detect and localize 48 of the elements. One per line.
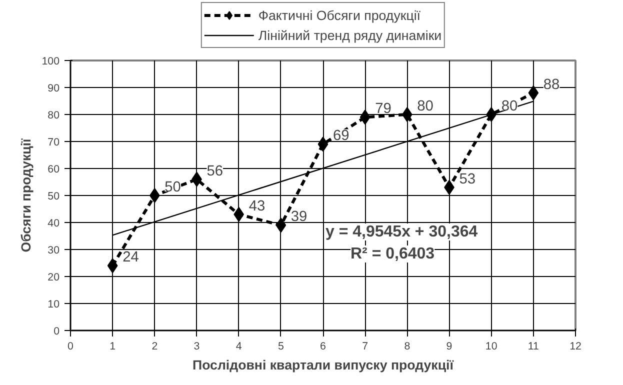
y-tick-label: 90 bbox=[48, 82, 60, 94]
y-tick-label: 30 bbox=[48, 244, 60, 256]
x-tick-label: 3 bbox=[194, 340, 200, 352]
y-axis-title: Обсяги продукції bbox=[18, 138, 34, 252]
data-label: 39 bbox=[290, 209, 308, 226]
data-label: 69 bbox=[333, 128, 350, 144]
point bbox=[402, 107, 412, 122]
y-tick-label: 100 bbox=[42, 56, 60, 68]
legend-label: Лінійний тренд ряду динаміки bbox=[258, 28, 442, 42]
data-label: 50 bbox=[164, 180, 181, 196]
data-label: 24 bbox=[122, 250, 139, 266]
y-tick-label: 80 bbox=[48, 110, 60, 122]
data-label: 80 bbox=[501, 98, 518, 114]
x-tick-label: 9 bbox=[446, 340, 452, 352]
y-tick-label: 0 bbox=[54, 326, 60, 338]
point bbox=[318, 136, 328, 152]
x-tick-label: 0 bbox=[68, 340, 74, 352]
x-tick-label: 1 bbox=[110, 340, 116, 352]
x-tick-label: 6 bbox=[320, 340, 326, 352]
x-tick-label: 8 bbox=[404, 340, 410, 352]
x-tick-label: 4 bbox=[236, 340, 242, 352]
y-tick-label: 40 bbox=[48, 218, 60, 230]
data-label: 56 bbox=[206, 163, 224, 180]
x-tick-label: 2 bbox=[152, 340, 158, 352]
point bbox=[276, 218, 286, 233]
legend-label: Фактичні Обсяги продукції bbox=[258, 8, 420, 22]
data-label: 88 bbox=[543, 76, 560, 93]
y-tick-label: 10 bbox=[48, 298, 60, 310]
data-label: 79 bbox=[375, 101, 392, 118]
x-tick-label: 5 bbox=[278, 340, 284, 352]
x-tick-label: 11 bbox=[528, 340, 540, 352]
data-label: 43 bbox=[248, 198, 266, 214]
data-label: 53 bbox=[459, 171, 476, 188]
y-tick-label: 60 bbox=[48, 164, 60, 176]
y-tick-label: 70 bbox=[48, 136, 60, 148]
point bbox=[107, 258, 118, 274]
y-tick-label: 50 bbox=[48, 190, 60, 202]
data-label: 80 bbox=[417, 98, 434, 114]
point bbox=[360, 110, 370, 125]
annotation: R² = 0,6403 bbox=[350, 246, 435, 262]
x-axis-title: Послідовні квартали випуску продукції bbox=[192, 358, 454, 372]
point bbox=[150, 188, 160, 203]
annotation: y = 4,9545x + 30,364 bbox=[326, 224, 478, 240]
x-tick-label: 7 bbox=[362, 340, 368, 352]
point bbox=[528, 85, 539, 100]
y-tick-label: 20 bbox=[48, 272, 60, 284]
x-tick-label: 10 bbox=[485, 340, 498, 352]
x-tick-label: 12 bbox=[570, 340, 582, 352]
